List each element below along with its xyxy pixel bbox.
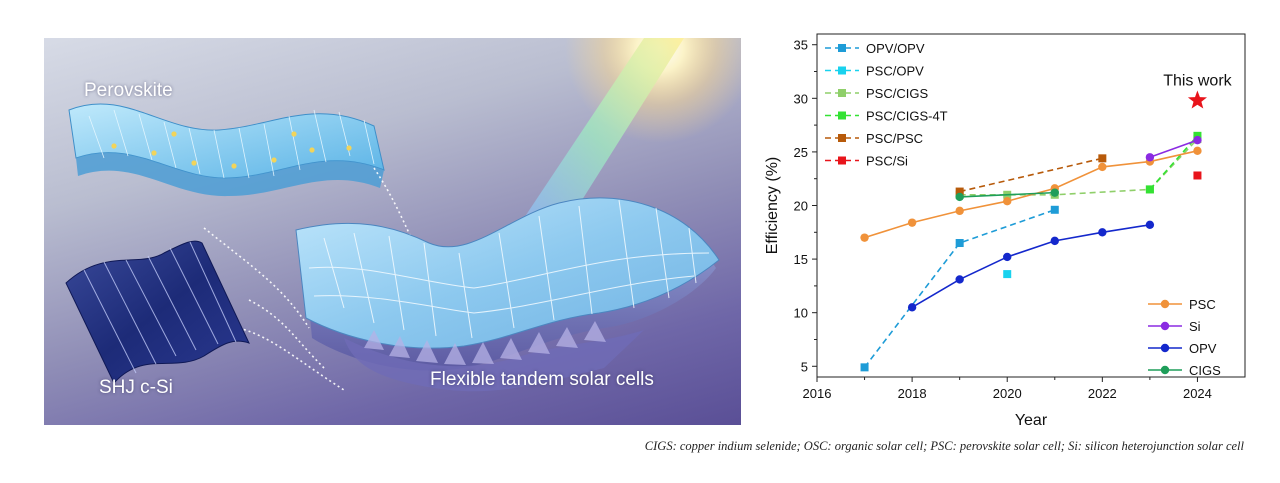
perovskite-label: Perovskite: [84, 80, 173, 101]
data-point-CIGS: [955, 192, 964, 202]
series-line-PSC/CIGS: [959, 138, 1199, 196]
data-point-PSC: [1098, 162, 1107, 172]
efficiency-chart: 2016 2018 2020 2022 2024 5 10 15 20 25 30 35 Year Eff…: [755, 30, 1260, 435]
y-tick-label: 10: [794, 306, 808, 321]
x-tick-label: 2016: [803, 386, 832, 401]
tandem-solar-cell: [295, 197, 720, 392]
legend-marker-OPV: [1160, 343, 1170, 353]
data-point-OPV: [907, 303, 917, 312]
tandem-cells-label: Flexible tandem solar cells: [430, 369, 654, 390]
x-tick-label: 2022: [1088, 386, 1117, 401]
legend-label-PSC/CIGS: PSC/CIGS: [866, 86, 928, 101]
shj-silicon-sheet: [65, 240, 250, 384]
legend-marker-PSC/CIGS: [838, 89, 846, 97]
shj-silicon-label: SHJ c-Si: [99, 377, 173, 398]
this-work-label: This work: [1163, 72, 1232, 89]
series-line-CIGS: [959, 191, 1055, 198]
y-axis-label: Efficiency (%): [764, 157, 781, 255]
legend-label-CIGS: CIGS: [1189, 363, 1221, 378]
data-point-Si: [1145, 153, 1155, 162]
legend-label-PSC/PSC: PSC/PSC: [866, 131, 923, 146]
y-tick-label: 25: [794, 145, 808, 160]
x-tick-label: 2024: [1183, 386, 1212, 401]
data-point-OPV/OPV: [860, 363, 869, 372]
legend-marker-CIGS: [1160, 365, 1170, 375]
x-axis-label: Year: [1015, 412, 1048, 429]
legend-label-Si: Si: [1189, 319, 1201, 334]
legend-label-PSC/CIGS-4T: PSC/CIGS-4T: [866, 109, 948, 124]
data-point-PSC/CIGS-4T: [1145, 185, 1154, 194]
legend-label-PSC: PSC: [1189, 297, 1216, 312]
series-line-OPV: [911, 224, 1151, 309]
data-point-PSC: [955, 206, 964, 216]
legend-marker-OPV/OPV: [838, 44, 846, 52]
series-line-OPV/OPV: [863, 209, 1056, 368]
data-point-OPV: [955, 275, 964, 284]
perovskite-crystal: [68, 103, 385, 197]
y-tick-label: 5: [801, 359, 808, 374]
legend-label-OPV: OPV: [1189, 341, 1217, 356]
series-line-PSC/CIGS-4T: [1149, 135, 1199, 190]
data-point-PSC: [907, 218, 917, 227]
figure-caption: CIGS: copper indium selenide; OSC: organ…: [644, 439, 1244, 453]
x-tick-label: 2018: [898, 386, 927, 401]
data-point-PSC/PSC: [1098, 154, 1107, 163]
this-work-star: [1187, 90, 1207, 109]
illustration-art: [65, 38, 741, 392]
tandem-solar-cell-illustration: Perovskite SHJ c-Si Flexible tandem sola…: [44, 38, 741, 425]
y-tick-label: 20: [794, 199, 808, 214]
data-point-OPV/OPV: [1050, 205, 1059, 214]
legend-label-PSC/Si: PSC/Si: [866, 154, 908, 169]
legend-marker-PSC/Si: [838, 156, 846, 165]
data-point-PSC: [1003, 197, 1012, 206]
data-point-Si: [1193, 135, 1202, 145]
data-point-OPV: [1050, 236, 1059, 246]
data-point-OPV: [1003, 252, 1012, 262]
data-point-PSC: [860, 233, 869, 242]
series-line-PSC: [864, 150, 1198, 239]
series-line-PSC/PSC: [959, 157, 1103, 193]
x-tick-label: 2020: [993, 386, 1022, 401]
data-point-PSC: [1193, 146, 1202, 156]
data-point-PSC/OPV: [1003, 270, 1012, 279]
legend-marker-PSC/PSC: [838, 134, 846, 142]
data-point-OPV: [1145, 220, 1155, 229]
legend-marker-PSC/OPV: [838, 66, 846, 75]
legend-marker-PSC/CIGS-4T: [838, 111, 846, 120]
data-point-PSC/CIGS-4T: [1193, 131, 1202, 140]
legend-marker-PSC: [1160, 299, 1170, 309]
data-point-PSC/Si: [1193, 171, 1202, 180]
legend-label-OPV/OPV: OPV/OPV: [866, 41, 925, 56]
y-tick-label: 30: [794, 91, 808, 106]
legend-label-PSC/OPV: PSC/OPV: [866, 64, 924, 79]
data-point-OPV: [1098, 228, 1107, 237]
data-point-CIGS: [1050, 188, 1059, 197]
legend-marker-Si: [1160, 321, 1170, 331]
chart-svg: 2016 2018 2020 2022 2024 5 10 15 20 25 30 35 Year Eff…: [764, 33, 1246, 429]
y-tick-label: 15: [794, 252, 808, 267]
data-point-PSC/PSC: [955, 187, 964, 196]
data-point-OPV/OPV: [955, 239, 964, 248]
series-line-Si: [1149, 139, 1198, 159]
y-tick-label: 35: [794, 38, 808, 53]
